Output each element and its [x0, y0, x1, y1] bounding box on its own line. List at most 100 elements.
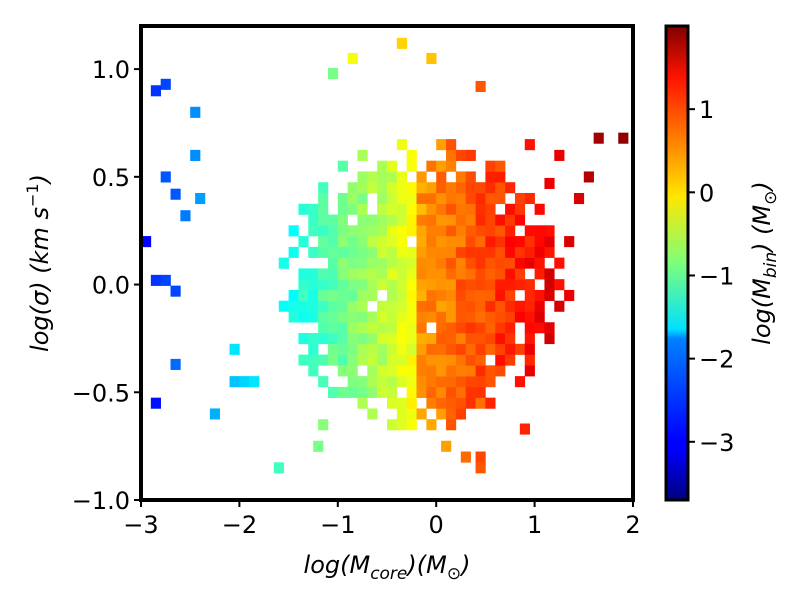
heatmap-cell — [455, 354, 467, 366]
heatmap-cell — [426, 225, 437, 237]
heatmap-cell — [327, 214, 339, 226]
heatmap-cell — [436, 192, 447, 205]
heatmap-cell — [387, 376, 398, 388]
heatmap-cell — [406, 322, 417, 334]
heatmap-cell-outlier — [618, 132, 629, 144]
heatmap-cell — [446, 268, 457, 280]
heatmap-cell — [347, 354, 358, 366]
heatmap-cell — [367, 225, 378, 237]
heatmap-cell — [396, 311, 407, 323]
heatmap-cell-outlier — [150, 274, 161, 286]
heatmap-cell — [465, 246, 476, 258]
heatmap-cell — [387, 343, 398, 355]
heatmap-cell — [347, 322, 358, 334]
heatmap-cell — [298, 236, 309, 248]
heatmap-cell — [337, 246, 348, 258]
heatmap-cell — [367, 279, 378, 291]
heatmap-cell — [337, 257, 348, 269]
heatmap-cell — [308, 365, 319, 377]
heatmap-cell — [387, 171, 398, 183]
heatmap-cell — [475, 257, 486, 269]
heatmap-cell — [308, 354, 319, 366]
heatmap-cell — [357, 386, 368, 398]
y-tick-label: 0.5 — [92, 164, 130, 192]
heatmap-cell-outlier — [460, 451, 471, 463]
heatmap-cell — [347, 236, 358, 248]
heatmap-cell — [416, 289, 427, 301]
heatmap-cell — [485, 203, 496, 215]
heatmap-cell — [288, 225, 299, 237]
heatmap-cell — [357, 246, 368, 258]
heatmap-cell — [465, 257, 476, 269]
heatmap-cell — [406, 203, 417, 215]
heatmap-cell — [505, 182, 516, 194]
heatmap-cell — [327, 300, 339, 312]
heatmap-cell — [426, 365, 437, 377]
heatmap-cell — [436, 160, 447, 172]
heatmap-cell — [327, 354, 339, 366]
heatmap-cell — [416, 268, 427, 280]
heatmap-cell — [288, 311, 299, 323]
heatmap-cell — [426, 289, 437, 301]
heatmap-cell — [534, 203, 545, 215]
heatmap-cell — [465, 311, 476, 323]
heatmap-cell — [416, 203, 427, 215]
heatmap-cell — [288, 289, 299, 301]
heatmap-cell — [416, 311, 427, 323]
heatmap-cell — [318, 268, 329, 280]
heatmap-cell — [387, 225, 398, 237]
heatmap-cell — [524, 333, 535, 345]
heatmap-cell — [367, 289, 378, 301]
heatmap-cell — [426, 246, 437, 258]
heatmap-cell — [485, 322, 496, 334]
heatmap-cell — [416, 354, 427, 366]
heatmap-cell — [455, 376, 467, 388]
heatmap-cell — [446, 139, 457, 151]
heatmap-cell — [396, 225, 407, 237]
heatmap-cell — [505, 257, 516, 269]
heatmap-cell — [436, 408, 447, 420]
heatmap-cell — [377, 311, 388, 323]
heatmap-cell — [554, 300, 565, 312]
heatmap-cell — [505, 322, 516, 334]
heatmap-cell — [426, 386, 437, 398]
heatmap-cell — [377, 386, 388, 398]
heatmap-cell — [396, 343, 407, 355]
heatmap-cell — [357, 397, 368, 409]
heatmap-cell — [524, 236, 535, 248]
heatmap-cell — [475, 365, 486, 377]
heatmap-cell — [465, 289, 476, 301]
heatmap-cell — [465, 397, 476, 409]
heatmap-cell — [465, 279, 476, 291]
heatmap-cell — [406, 386, 417, 398]
x-axis-label-sym: ⊙ — [447, 564, 461, 584]
colorbar-ticks: −3 −2 −1 0 1 — [688, 96, 734, 457]
heatmap-cell — [436, 246, 447, 258]
heatmap-cell — [514, 192, 526, 205]
heatmap-cell — [455, 246, 467, 258]
heatmap-cell — [387, 386, 398, 398]
heatmap-cell — [455, 289, 467, 301]
heatmap-cell — [475, 236, 486, 248]
heatmap-cell — [505, 268, 516, 280]
heatmap-cell — [475, 279, 486, 291]
heatmap-cell — [406, 365, 417, 377]
heatmap-cell — [298, 300, 309, 312]
heatmap-cell — [465, 376, 476, 388]
heatmap-cell — [495, 354, 506, 366]
heatmap-cell-outlier — [160, 274, 171, 286]
heatmap-cell — [416, 171, 427, 183]
heatmap-cell — [357, 311, 368, 323]
heatmap-cell — [495, 246, 506, 258]
heatmap-cell — [337, 203, 348, 215]
heatmap-cell — [347, 386, 358, 398]
heatmap-cell — [514, 279, 526, 291]
heatmap-cell — [485, 289, 496, 301]
heatmap-cell — [524, 300, 535, 312]
heatmap-cell — [446, 333, 457, 345]
y-tick-label: −1.0 — [72, 487, 130, 515]
heatmap-cell — [337, 300, 348, 312]
heatmap-cell — [387, 268, 398, 280]
heatmap-cell — [387, 322, 398, 334]
heatmap-cell — [495, 268, 506, 280]
